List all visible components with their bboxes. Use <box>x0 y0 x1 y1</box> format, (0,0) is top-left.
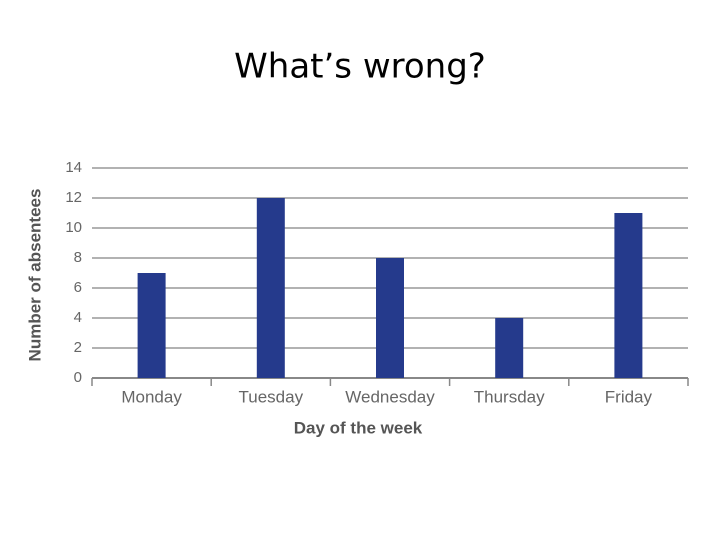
y-tick-label: 8 <box>74 249 82 266</box>
bar <box>376 258 404 378</box>
y-tick-label: 4 <box>74 309 82 326</box>
slide-title: What’s wrong? <box>234 47 486 87</box>
y-tick-label: 12 <box>65 189 82 206</box>
x-tick-label: Friday <box>605 387 653 406</box>
bar <box>495 318 524 378</box>
y-tick-label: 2 <box>74 339 82 356</box>
x-tick-label: Tuesday <box>239 387 304 406</box>
x-tick-label: Monday <box>121 387 182 406</box>
y-tick-label: 14 <box>65 159 82 176</box>
x-tick-label: Thursday <box>474 387 545 406</box>
x-axis-label: Day of the week <box>294 418 423 437</box>
y-tick-label: 6 <box>74 279 82 296</box>
bar <box>137 273 166 378</box>
bar <box>256 198 285 378</box>
y-axis-label: Number of absentees <box>25 189 44 362</box>
bar <box>614 213 643 378</box>
x-tick-label: Wednesday <box>345 387 435 406</box>
y-tick-label: 10 <box>65 219 82 236</box>
y-tick-label: 0 <box>74 369 82 386</box>
